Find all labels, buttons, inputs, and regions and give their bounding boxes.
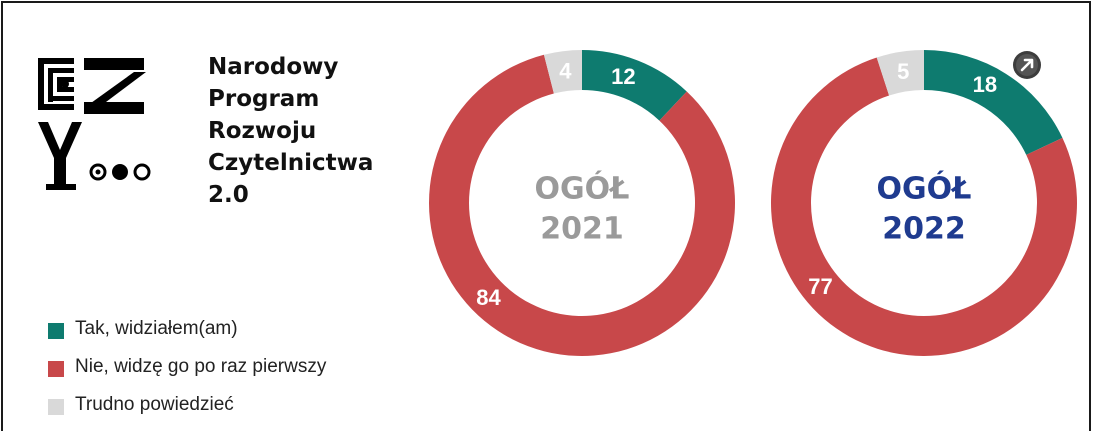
slice-yes-2: [924, 50, 1063, 155]
legend-label-yes: Tak, widziałem(am): [75, 318, 238, 339]
legend-swatch-hard-to-say: [48, 399, 64, 415]
center-label-1-line-2: 2021: [540, 212, 624, 247]
program-name-line: 2.0: [208, 182, 249, 208]
slice-label-no-1: 84: [476, 285, 501, 310]
program-name-line: Czytelnictwa: [208, 150, 374, 176]
slice-hard-to-say-1: [543, 50, 582, 94]
slice-label-yes-2: 18: [973, 72, 997, 97]
slice-label-hard-to-say-1: 4: [559, 59, 572, 84]
slice-hard-to-say-2: [876, 50, 924, 96]
slice-label-no-2: 77: [808, 274, 832, 299]
legend-swatch-no: [48, 361, 64, 377]
center-label-1-line-1: OGÓŁ: [535, 170, 630, 207]
program-logo: [38, 58, 151, 190]
program-name-line: Rozwoju: [208, 118, 317, 144]
slice-label-hard-to-say-2: 5: [897, 59, 909, 84]
legend-label-no: Nie, widzę go po raz pierwszy: [75, 356, 327, 377]
program-name-line: Program: [208, 86, 320, 112]
program-name-line: Narodowy: [208, 54, 339, 80]
slice-yes-1: [582, 50, 687, 121]
program-name: Narodowy Program Rozwoju Czytelnictwa 2.…: [208, 51, 408, 211]
expand-arrow-icon[interactable]: [1012, 50, 1042, 80]
center-label-2-line-1: OGÓŁ: [877, 170, 972, 207]
center-label-2-line-2: 2022: [882, 212, 966, 247]
slice-label-yes-1: 12: [611, 64, 635, 89]
legend-label-hard-to-say: Trudno powiedzieć: [75, 394, 234, 415]
legend-swatch-yes: [48, 323, 64, 339]
